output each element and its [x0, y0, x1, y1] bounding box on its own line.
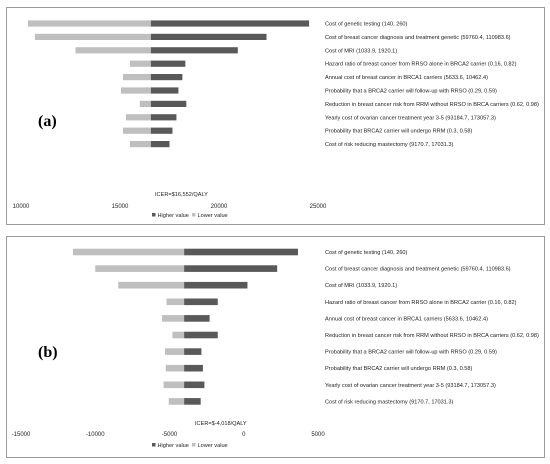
panel-b-bar-lower [163, 381, 185, 389]
panel-b-category-label: Yearly cost of ovarian cancer treatment … [325, 383, 496, 389]
panel-b-x-tick-label: -15000 [12, 432, 31, 438]
panel-b-bar-lower [165, 364, 185, 372]
panel-a-legend-label: Higher value [158, 213, 189, 219]
panel-a-bar-higher [150, 100, 187, 107]
panel-b-x-tick-label: -5000 [162, 432, 178, 438]
panel-b-bar-higher [184, 281, 248, 289]
panel-a-bar-lower [34, 33, 151, 40]
panel-b-bar-higher [184, 248, 298, 256]
panel-b-x-tick-label: -10000 [86, 432, 105, 438]
panel-a-bar-higher [150, 20, 310, 27]
panel-b-category-label: Probability that a BRCA2 carrier will fo… [325, 350, 497, 356]
panel-a-category-label: Cost of MRI (1033.9, 1920.1) [325, 48, 397, 54]
panel-a-frame [6, 7, 545, 225]
panel-b-category-label: Cost of genetic testing (140, 260) [325, 250, 408, 256]
panel-a-category-label: Reduction in breast cancer risk from RRM… [325, 102, 539, 108]
panel-a-x-tick-label: 15000 [112, 204, 129, 210]
panel-b-legend-swatch [152, 443, 156, 447]
panel-a-bar-higher [150, 74, 183, 81]
panel-a-x-tick-label: 20000 [211, 204, 228, 210]
panel-a-category-label: Cost of genetic testing (140, 260) [325, 22, 408, 28]
panel-b-bar-lower [166, 298, 185, 306]
panel-b-icer-label: ICER=$-4,018/QALY [195, 421, 247, 427]
panel-a-legend-swatch [152, 213, 156, 217]
panel-a-bar-lower [139, 100, 151, 107]
panel-b-category-label: Cost of breast cancer diagnosis and trea… [325, 267, 511, 273]
panel-b-category-label: Reduction in breast cancer risk from RRM… [325, 333, 539, 339]
panel-b-bar-higher [184, 364, 203, 372]
panel-b-bar-higher [184, 348, 202, 355]
panel-b-frame [6, 236, 545, 458]
panel-a-bar-higher [150, 60, 186, 67]
panel-a-bar-lower [122, 74, 151, 81]
panel-b-bar-lower [72, 248, 185, 256]
panel-b-bar-lower [165, 348, 185, 355]
panel-b-legend-label: Higher value [158, 443, 189, 449]
panel-b-bar-lower [168, 398, 185, 405]
panel-b-category-label: Probability that BRCA2 carrier will unde… [325, 366, 472, 372]
panel-b-bar-lower [162, 315, 185, 322]
panel-a-bar-lower [129, 60, 151, 67]
panel-b-category-label: Cost of MRI (1033.9, 1920.1) [325, 283, 397, 289]
panel-b-category-label: Cost of risk reducing mastectomy (9170.7… [325, 399, 454, 405]
panel-a-category-label: Cost of risk reducing mastectomy (9170.7… [325, 142, 454, 148]
panel-a-category-label: Probability that BRCA2 carrier will unde… [325, 129, 472, 135]
panel-a-icer-label: ICER=$16,552/QALY [155, 192, 208, 198]
panel-a-category-label: Yearly cost of ovarian cancer treatment … [325, 115, 496, 121]
panel-b-label: (b) [38, 344, 58, 361]
panel-b-x-tick-label: 0 [242, 432, 246, 438]
panel-b-bar-lower [118, 281, 185, 289]
panel-b-bar-higher [184, 315, 210, 322]
panel-b-bar-higher [184, 381, 205, 389]
panel-a-x-tick-label: 25000 [310, 204, 327, 210]
panel-a-bar-higher [150, 87, 179, 94]
panel-a-category-label: Cost of breast cancer diagnosis and trea… [325, 35, 511, 41]
panel-a-label: (a) [38, 113, 57, 130]
panel-b-x-tick-label: 5000 [311, 432, 325, 438]
panel-a-bar-lower [122, 127, 151, 134]
panel-a-category-label: Probability that a BRCA2 carrier will fo… [325, 89, 497, 95]
panel-b-category-label: Annual cost of breast cancer in BRCA1 ca… [325, 316, 488, 322]
panel-a-legend-label: Lower value [198, 213, 228, 219]
panel-b-bar-higher [184, 298, 218, 306]
panel-a-bar-higher [150, 47, 238, 54]
panel-b-bar-lower [95, 265, 185, 272]
panel-a-bar-higher [150, 114, 177, 121]
panel-b-legend-swatch [192, 443, 196, 447]
panel-a-category-label: Annual cost of breast cancer in BRCA1 ca… [325, 75, 488, 81]
panel-b-bar-higher [184, 265, 278, 272]
panel-b-bar-lower [172, 331, 185, 339]
panel-a-bar-lower [27, 20, 151, 27]
panel-a-bar-lower [75, 47, 151, 54]
panel-a-bar-lower [120, 87, 151, 94]
panel-b-bar-higher [184, 398, 201, 405]
panel-a-bar-lower [125, 114, 151, 121]
panel-a-bar-higher [150, 127, 173, 134]
panel-a-category-label: Hazard ratio of breast cancer from RRSO … [325, 62, 517, 68]
panel-b-category-label: Hazard ratio of breast cancer from RRSO … [325, 300, 517, 306]
panel-a-legend-swatch [192, 213, 196, 217]
panel-a-bar-higher [150, 141, 170, 148]
panel-b-bar-higher [184, 331, 218, 339]
panel-b-legend-label: Lower value [198, 443, 228, 449]
panel-a-bar-lower [129, 141, 151, 148]
panel-a-x-tick-label: 10000 [13, 204, 30, 210]
panel-a-bar-higher [150, 33, 267, 40]
